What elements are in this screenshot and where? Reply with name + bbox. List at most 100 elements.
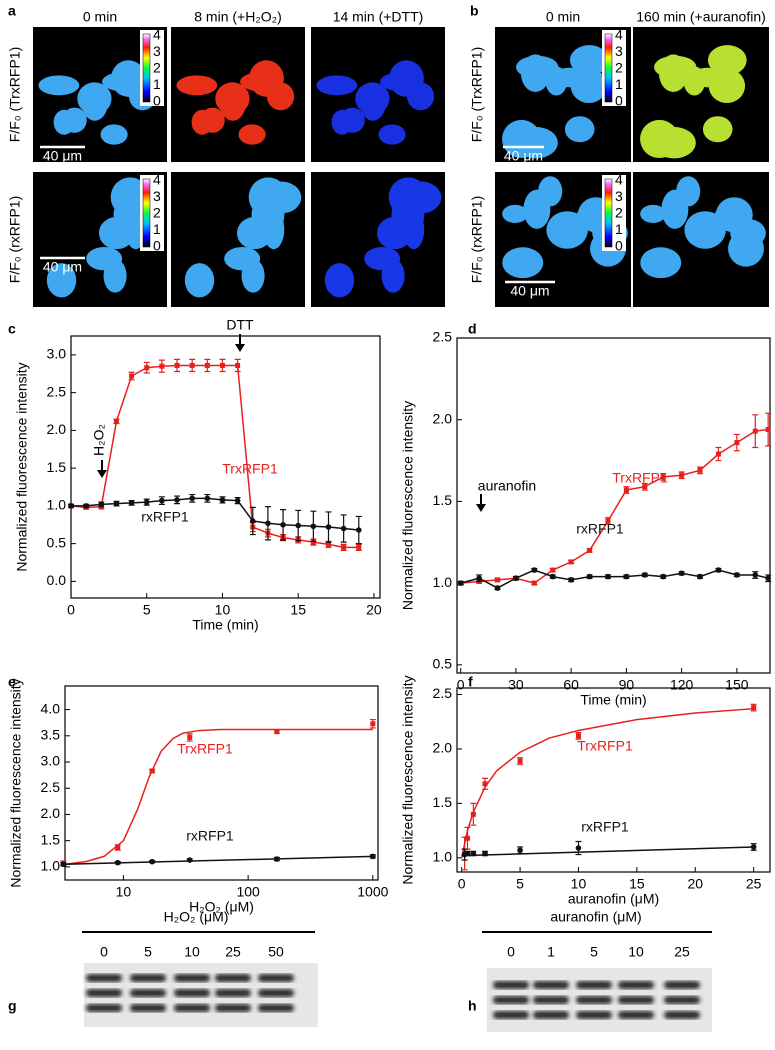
arrow-head (476, 504, 486, 512)
micrograph (633, 172, 769, 307)
cell (355, 82, 390, 115)
blot-band (618, 996, 654, 1004)
data-point (326, 541, 331, 547)
series-line (70, 364, 359, 549)
x-tick-label: 100 (236, 884, 260, 900)
cell (191, 109, 213, 135)
colorbar-tick-label: 3 (615, 188, 623, 204)
cell (176, 75, 218, 96)
data-point (204, 362, 210, 368)
colorbar-tick-label: 2 (153, 60, 161, 76)
panel-label: g (8, 998, 17, 1014)
cell (98, 216, 135, 250)
blot-band (576, 1011, 612, 1019)
blot-band (215, 974, 251, 982)
x-axis-label: Time (min) (192, 617, 258, 633)
colorbar (604, 178, 613, 248)
blot-band (493, 981, 529, 989)
blot-band (258, 1004, 294, 1012)
fit-curve (460, 707, 754, 859)
cell (238, 124, 266, 145)
series-label: rxRFP1 (186, 828, 234, 844)
cell (514, 127, 558, 159)
fit-curve (461, 846, 754, 857)
blot-band (86, 974, 122, 982)
cell (640, 204, 666, 223)
column-title: 14 min (+DTT) (333, 9, 424, 25)
series-label: rxRFP1 (581, 819, 629, 835)
blot-band (493, 996, 529, 1004)
series-line (460, 569, 769, 589)
data-point (356, 544, 362, 550)
y-axis-label: Normalized fluorescence intensity (8, 678, 24, 887)
data-point (575, 733, 581, 739)
series-label: rxRFP1 (576, 521, 624, 537)
panel-label: e (8, 674, 16, 690)
data-point (752, 428, 758, 434)
data-point (149, 768, 155, 774)
y-tick-label: 0.0 (47, 572, 67, 588)
x-tick-label: 0 (67, 602, 75, 618)
blot-band (618, 981, 654, 989)
cell (364, 246, 401, 271)
scale-bar-label: 40 μm (510, 283, 549, 299)
series-label: TrxRFP1 (612, 470, 668, 486)
series-label: TrxRFP1 (177, 741, 233, 757)
blot-band (533, 1011, 569, 1019)
y-tick-label: 0.5 (47, 534, 67, 550)
lane-label: 50 (268, 944, 284, 960)
x-tick-label: 0 (458, 876, 466, 892)
scale-bar-label: 40 μm (43, 148, 82, 164)
blot-band (576, 996, 612, 1004)
data-point (517, 847, 523, 854)
data-point (734, 572, 740, 578)
colorbar-tick-label: 0 (615, 93, 623, 109)
lane-label: 10 (184, 944, 200, 960)
data-point (310, 539, 316, 545)
cell (316, 75, 358, 96)
data-point (98, 501, 105, 508)
colorbar-tick-label: 4 (153, 27, 161, 43)
cell (224, 246, 261, 271)
cell (546, 211, 588, 249)
colorbar-tick-label: 2 (153, 205, 161, 221)
blot-band (576, 981, 612, 989)
colorbar-tick-label: 4 (153, 172, 161, 188)
blot-band (130, 974, 166, 982)
x-tick-label: 90 (619, 677, 635, 693)
panel-label: a (8, 3, 16, 19)
x-tick-label: 150 (725, 677, 749, 693)
plot-frame (70, 335, 381, 599)
micrograph (311, 172, 445, 307)
cell (324, 263, 355, 298)
cell (640, 247, 682, 279)
scale-bar-label: 40 μm (43, 259, 82, 275)
data-point (68, 503, 74, 509)
data-point (83, 503, 89, 509)
data-point (310, 523, 317, 530)
cell (248, 177, 288, 217)
lane-label: 25 (674, 944, 690, 960)
cell (378, 124, 406, 145)
lane-label: 25 (225, 944, 241, 960)
data-point (370, 721, 376, 727)
row-label: F/F₀ (TrxRFP1) (7, 47, 23, 143)
cell (331, 109, 353, 135)
lane-label: 0 (507, 944, 515, 960)
y-tick-label: 1.0 (433, 849, 453, 865)
arrow-head (97, 470, 107, 478)
x-tick-label: 10 (116, 884, 132, 900)
cell (564, 116, 595, 143)
y-tick-label: 3.0 (47, 346, 67, 362)
row-label: F/F₀ (rxRFP1) (7, 196, 23, 283)
data-point (465, 835, 471, 841)
data-point (189, 495, 195, 502)
data-point (370, 853, 376, 860)
y-tick-label: 2.5 (433, 329, 453, 345)
x-tick-label: 1000 (357, 884, 388, 900)
fit-curve (64, 728, 373, 866)
panel-label: h (468, 998, 477, 1014)
data-point (494, 585, 501, 591)
colorbar-tick-label: 1 (153, 76, 161, 92)
